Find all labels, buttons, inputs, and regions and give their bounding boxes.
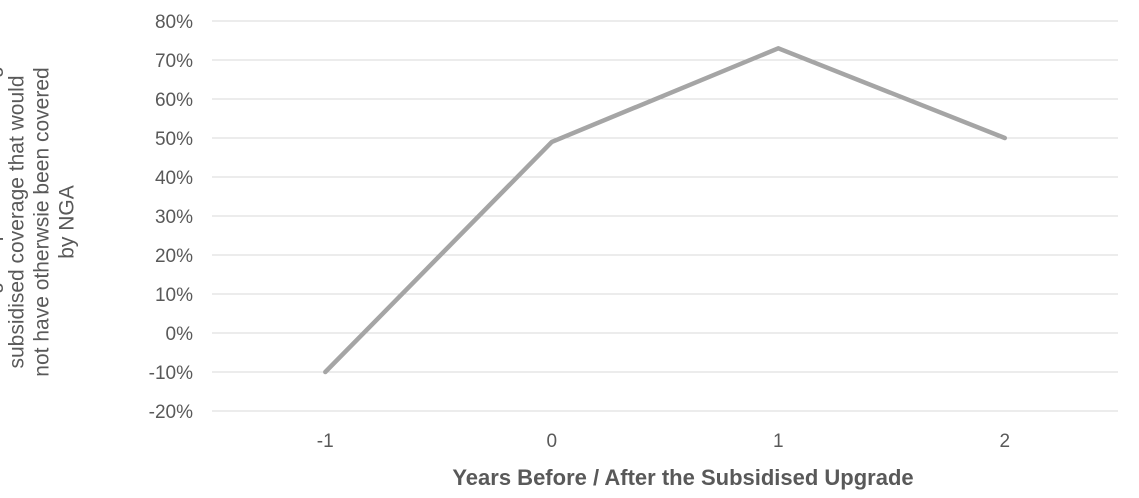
x-axis-ticks: -1 0 1 2	[317, 431, 1010, 452]
y-axis-title-line: not have otherwsie been covered	[31, 67, 54, 376]
series-line	[323, 46, 1008, 375]
x-tick-label: 1	[773, 431, 784, 452]
y-tick-label: -10%	[149, 363, 193, 384]
y-axis-title-line: by NGA	[56, 185, 79, 259]
x-axis-title: Years Before / After the Subsidised Upgr…	[452, 465, 913, 490]
y-tick-label: 30%	[155, 207, 193, 228]
x-tick-label: -1	[317, 431, 334, 452]
y-tick-label: 40%	[155, 168, 193, 189]
y-tick-label: 50%	[155, 129, 193, 150]
series-layer	[323, 46, 1008, 375]
y-tick-label: -20%	[149, 402, 193, 423]
x-tick-label: 0	[546, 431, 557, 452]
y-axis-ticks: -20% -10% 0% 10% 20% 30% 40% 50% 60% 70% 80%	[149, 12, 193, 423]
y-tick-label: 10%	[155, 285, 193, 306]
y-tick-label: 70%	[155, 51, 193, 72]
y-tick-label: 20%	[155, 246, 193, 267]
y-axis-title-line: subsidised coverage that would	[6, 75, 29, 368]
y-axis-title-line: Percentage of premises receiving	[0, 66, 4, 378]
y-axis-title: Percentage of premises receiving subsidis…	[0, 66, 79, 378]
gridlines	[212, 20, 1118, 412]
y-tick-label: 60%	[155, 90, 193, 111]
y-tick-label: 0%	[166, 324, 194, 345]
x-tick-label: 2	[999, 431, 1010, 452]
y-tick-label: 80%	[155, 12, 193, 33]
